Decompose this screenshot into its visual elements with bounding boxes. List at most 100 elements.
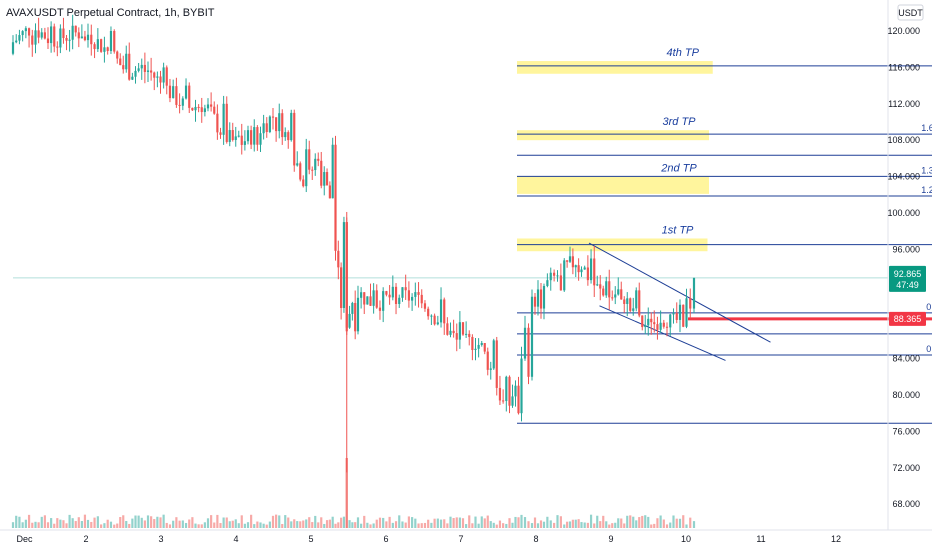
candle-body[interactable] [62,28,65,39]
candle-body[interactable] [675,313,678,320]
candle-body[interactable] [305,149,308,187]
candle-body[interactable] [314,158,317,171]
candle-body[interactable] [225,103,228,142]
candle-body[interactable] [492,340,495,369]
candle-body[interactable] [50,26,53,44]
candle-body[interactable] [443,299,446,324]
candle-body[interactable] [692,277,696,309]
candle-body[interactable] [665,326,669,328]
candle-body[interactable] [533,296,537,307]
candle-body[interactable] [290,112,293,141]
candle-body[interactable] [536,289,540,307]
candle-body[interactable] [465,333,468,335]
candle-body[interactable] [527,327,530,377]
candle-body[interactable] [275,117,278,132]
candle-body[interactable] [83,36,87,41]
candle-body[interactable] [113,31,116,52]
candle-body[interactable] [243,141,246,145]
candle-body[interactable] [59,28,62,48]
candle-body[interactable] [27,28,31,36]
candle-body[interactable] [256,127,259,145]
candle-body[interactable] [71,25,74,40]
candle-body[interactable] [162,67,165,83]
candle-body[interactable] [299,163,302,180]
candle-body[interactable] [378,307,382,311]
candle-body[interactable] [143,64,146,72]
candle-body[interactable] [566,260,569,262]
candle-body[interactable] [553,272,556,276]
candle-body[interactable] [539,289,543,309]
candle-body[interactable] [549,272,552,281]
candle-body[interactable] [452,330,455,334]
candle-body[interactable] [172,86,175,99]
candle-body[interactable] [197,106,200,108]
candle-body[interactable] [629,298,632,311]
candle-body[interactable] [517,385,520,414]
candle-body[interactable] [369,296,372,306]
tp-zone-2[interactable] [517,130,709,141]
candle-body[interactable] [401,287,404,298]
candle-body[interactable] [650,318,653,323]
candle-body[interactable] [122,65,125,70]
candle-body[interactable] [293,112,296,166]
candle-body[interactable] [119,58,122,66]
tp-zone-3[interactable] [517,176,709,194]
candle-body[interactable] [134,70,137,77]
candle-body[interactable] [77,32,80,39]
candle-body[interactable] [354,302,357,332]
candle-body[interactable] [287,132,290,141]
candle-body[interactable] [317,158,320,161]
candle-body[interactable] [502,400,505,402]
candle-body[interactable] [614,294,617,298]
candle-body[interactable] [498,387,502,401]
candle-body[interactable] [284,132,287,138]
candle-body[interactable] [213,106,216,114]
candle-body[interactable] [74,25,77,33]
candle-body[interactable] [433,315,436,325]
candle-body[interactable] [125,53,128,70]
candle-body[interactable] [407,290,410,301]
candle-body[interactable] [508,376,511,406]
candle-body[interactable] [589,258,593,281]
candle-body[interactable] [511,396,514,406]
candle-body[interactable] [281,113,284,138]
candle-body[interactable] [323,172,326,186]
candle-body[interactable] [611,297,614,299]
candle-body[interactable] [662,322,665,327]
candle-body[interactable] [210,104,213,107]
candle-body[interactable] [483,343,486,352]
candle-body[interactable] [178,104,181,106]
candle-body[interactable] [65,38,68,41]
candle-body[interactable] [685,298,688,327]
candle-body[interactable] [608,281,611,298]
candle-body[interactable] [468,333,471,337]
candle-body[interactable] [165,67,168,86]
candle-body[interactable] [446,323,449,335]
candle-body[interactable] [351,302,354,314]
current-price-tag[interactable] [889,265,926,292]
candle-body[interactable] [222,103,225,135]
candle-body[interactable] [131,76,134,80]
candle-body[interactable] [391,286,394,298]
candle-body[interactable] [520,358,523,414]
candle-body[interactable] [40,32,43,38]
candle-body[interactable] [638,290,641,316]
candle-body[interactable] [153,72,156,78]
tp-zone-1[interactable] [517,61,713,74]
candle-body[interactable] [417,292,420,295]
candle-body[interactable] [659,322,662,330]
candle-body[interactable] [311,169,314,171]
candle-body[interactable] [302,179,305,187]
candle-body[interactable] [100,39,103,52]
candle-body[interactable] [486,351,489,370]
candle-body[interactable] [181,98,184,106]
candle-body[interactable] [43,32,46,39]
candle-body[interactable] [420,294,423,304]
candle-body[interactable] [385,291,388,295]
candle-body[interactable] [234,136,237,140]
trend-line[interactable] [599,305,726,361]
candle-body[interactable] [398,297,401,304]
candle-body[interactable] [644,325,647,328]
candle-body[interactable] [137,68,140,71]
